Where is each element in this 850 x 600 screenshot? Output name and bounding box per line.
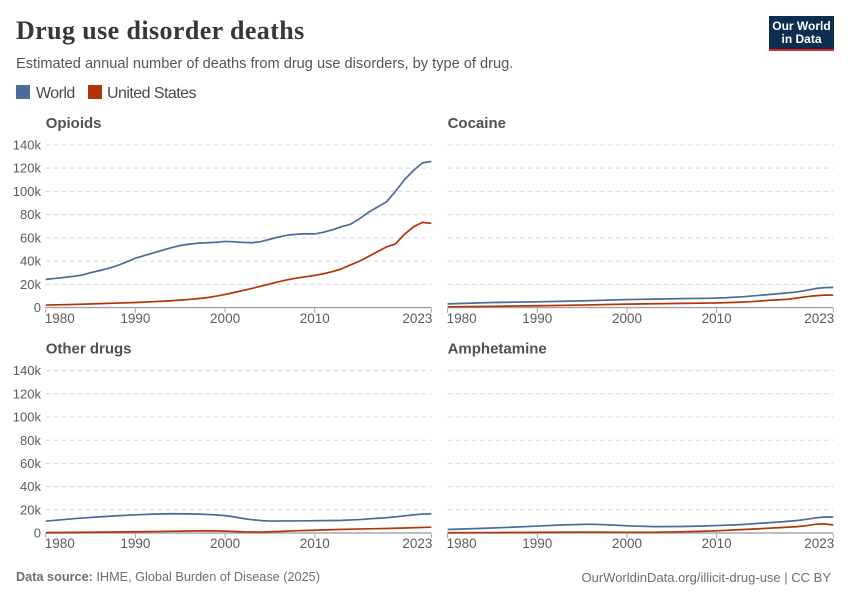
svg-text:2000: 2000 [210,311,240,326]
svg-text:2010: 2010 [702,311,732,326]
svg-text:140k: 140k [13,137,42,152]
svg-text:2010: 2010 [300,311,330,326]
svg-text:140k: 140k [13,363,42,378]
svg-text:2010: 2010 [300,536,330,551]
svg-text:60k: 60k [20,230,41,245]
svg-text:40k: 40k [20,254,41,269]
svg-text:2000: 2000 [210,536,240,551]
svg-text:Amphetamine: Amphetamine [448,340,547,357]
svg-text:2010: 2010 [702,536,732,551]
svg-text:1980: 1980 [45,311,75,326]
svg-text:1980: 1980 [447,536,477,551]
svg-text:120k: 120k [13,386,42,401]
svg-text:1990: 1990 [522,311,552,326]
svg-text:2023: 2023 [804,311,834,326]
svg-text:80k: 80k [20,207,41,222]
svg-text:Cocaine: Cocaine [448,115,506,132]
svg-text:80k: 80k [20,433,41,448]
svg-text:0: 0 [34,526,41,541]
svg-text:0: 0 [34,300,41,315]
svg-text:2023: 2023 [402,311,432,326]
svg-text:120k: 120k [13,161,42,176]
svg-text:2000: 2000 [612,536,642,551]
svg-text:Opioids: Opioids [46,115,102,132]
svg-text:2023: 2023 [804,536,834,551]
svg-text:20k: 20k [20,502,41,517]
svg-text:100k: 100k [13,184,42,199]
svg-text:1980: 1980 [447,311,477,326]
svg-text:1980: 1980 [45,536,75,551]
svg-text:1990: 1990 [522,536,552,551]
svg-text:40k: 40k [20,479,41,494]
svg-text:100k: 100k [13,410,42,425]
svg-text:60k: 60k [20,456,41,471]
svg-text:1990: 1990 [120,311,150,326]
svg-text:1990: 1990 [120,536,150,551]
svg-text:Other drugs: Other drugs [46,340,132,357]
svg-text:2023: 2023 [402,536,432,551]
svg-text:2000: 2000 [612,311,642,326]
svg-text:20k: 20k [20,277,41,292]
